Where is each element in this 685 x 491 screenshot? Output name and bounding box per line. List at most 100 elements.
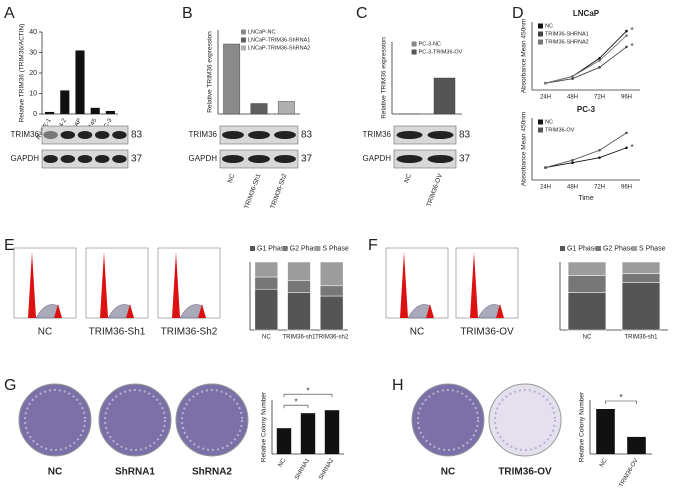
colony-plate-inner <box>104 389 166 451</box>
x-tick-label: 48H <box>567 95 578 101</box>
legend-swatch <box>250 246 255 251</box>
panel-letter: B <box>182 5 193 22</box>
legend-swatch <box>411 49 417 55</box>
blot-band <box>427 131 454 139</box>
line <box>545 132 627 169</box>
x-tick-label: 24H <box>540 185 551 191</box>
legend-swatch <box>596 246 601 251</box>
blot-band <box>222 155 244 163</box>
legend-label: TRIM36-SHRNA2 <box>545 39 589 45</box>
colony-plate <box>411 383 485 457</box>
x-tick-label: 96H <box>621 95 632 101</box>
legend-label: G1 Phase <box>257 245 288 252</box>
legend-label: G2 Phase <box>603 245 634 252</box>
y-axis-label: Relative Colony Number <box>261 391 268 462</box>
x-tick-label: TRIM36-sh2 <box>315 335 349 341</box>
legend-swatch <box>538 39 543 45</box>
blot-band <box>112 131 127 139</box>
x-axis-label: Time <box>578 195 593 202</box>
point <box>571 161 574 164</box>
x-tick-label: TRIM36-sh1 <box>282 335 316 341</box>
bar <box>75 50 85 114</box>
blot-band <box>77 131 93 139</box>
bar-segment <box>287 280 311 293</box>
x-tick-label: NC <box>599 457 609 468</box>
panel-letter: G <box>4 377 16 394</box>
y-axis-label: Absorbance Mean 450nm <box>521 19 528 93</box>
blot-band <box>274 155 296 163</box>
point <box>571 158 574 162</box>
legend-swatch <box>282 246 288 251</box>
blot-band <box>248 131 270 139</box>
panel-letter: E <box>4 237 15 254</box>
x-tick-label: NC <box>262 335 271 341</box>
blot-band <box>112 155 127 163</box>
point <box>544 81 547 85</box>
bar <box>60 90 70 114</box>
image-caption: TRIM36-OV <box>498 467 552 478</box>
point <box>571 77 574 80</box>
flow-peak-g2 <box>126 304 134 318</box>
blot-band <box>396 155 423 163</box>
x-tick-label: TRIM36-OV <box>618 458 639 489</box>
y-tick-label: 30 <box>29 49 37 56</box>
x-tick-label: 48H <box>567 185 578 191</box>
legend-swatch <box>240 29 246 35</box>
panel-letter: C <box>356 5 368 22</box>
bar-segment <box>567 261 607 276</box>
blot-band <box>60 155 76 163</box>
significance: * <box>631 26 634 35</box>
image-caption: ShRNA1 <box>115 467 155 478</box>
legend-label: S Phase <box>639 245 666 252</box>
image-caption: ShRNA2 <box>192 467 232 478</box>
blot-protein-label: TRIM36 <box>189 130 218 139</box>
significance: * <box>631 143 634 152</box>
point <box>598 148 601 152</box>
point <box>625 131 628 135</box>
point <box>571 75 574 78</box>
lane-label: TRIM36-Sh2 <box>269 173 288 210</box>
legend-swatch <box>538 119 543 125</box>
legend-label: G2 Phase <box>290 245 321 252</box>
legend-label: G1 Phase <box>567 245 598 252</box>
legend-label: NC <box>545 119 553 125</box>
point <box>625 45 628 49</box>
panel-letter: D <box>512 5 524 22</box>
blot-protein-label: GAPDH <box>363 154 392 163</box>
bar <box>250 103 268 115</box>
lane-label: TRIM36-OV <box>426 172 445 208</box>
flow-peak-g2 <box>496 304 504 318</box>
bracket <box>283 393 333 398</box>
bar <box>223 43 241 115</box>
legend-label: NC <box>545 23 553 29</box>
bar-segment <box>319 295 344 331</box>
image-caption: NC <box>48 467 62 478</box>
x-tick-label: 96H <box>621 185 632 191</box>
blot-size-label: 37 <box>459 154 471 165</box>
flow-peak-g2 <box>198 304 206 318</box>
y-tick-label: 40 <box>29 29 37 36</box>
line <box>545 35 627 84</box>
image-caption: NC <box>441 467 455 478</box>
blot-band <box>43 131 58 139</box>
bar-segment <box>287 292 311 331</box>
significance: * <box>619 393 622 402</box>
bar <box>627 436 646 454</box>
bar-segment <box>567 292 607 331</box>
blot-strip <box>393 149 457 169</box>
legend-swatch <box>560 246 565 251</box>
colony-plate-inner <box>181 389 243 451</box>
bracket <box>283 404 309 409</box>
flow-peak-g1 <box>462 252 486 318</box>
blot-protein-label: GAPDH <box>11 154 40 163</box>
lane-label: TRIM36-Sh1 <box>243 173 262 210</box>
lane-label: NC <box>403 173 413 185</box>
blot-protein-label: TRIM36 <box>363 130 392 139</box>
blot-band <box>248 155 270 163</box>
y-axis-label: Relative Colony Number <box>579 391 586 462</box>
lane-label: NC <box>227 173 237 185</box>
point <box>625 146 628 150</box>
x-tick-label: TRIM36-sh1 <box>624 335 658 341</box>
blot-band <box>60 131 76 139</box>
